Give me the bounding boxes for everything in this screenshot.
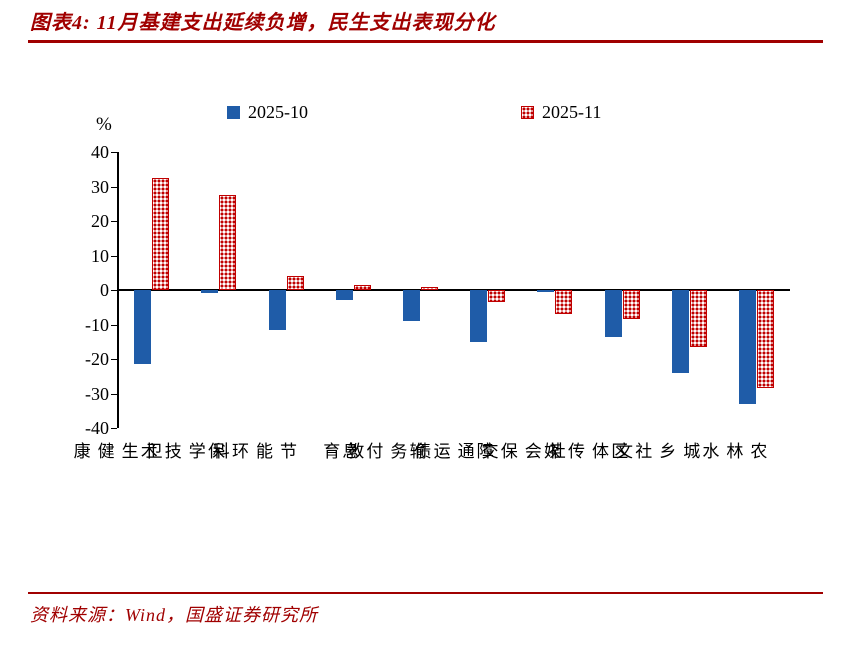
bar-2025-11-债务付息 (420, 286, 438, 290)
x-category-label: 教育 (320, 442, 364, 464)
bar-2025-11-科学技术 (219, 195, 237, 290)
bar-2025-10-教育 (335, 290, 353, 301)
bar-2025-10-债务付息 (402, 290, 420, 322)
y-tick-label: -10 (85, 314, 109, 335)
source-note: 资料来源：Wind，国盛证券研究所 (30, 605, 319, 625)
chart-title: 图表4: 11月基建支出延续负增，民生支出表现分化 (30, 12, 496, 34)
x-category-label: 农林水 (699, 442, 767, 464)
y-tick-label: -30 (85, 383, 109, 404)
y-tick-mark (111, 359, 117, 360)
bar-2025-10-农林水 (738, 290, 756, 404)
x-category-label: 交通运输 (406, 442, 498, 464)
y-tick-mark (111, 290, 117, 291)
footer-rule (28, 592, 823, 594)
bar-2025-11-节能环保 (286, 276, 304, 290)
legend-swatch-red-dotted (521, 106, 534, 119)
y-tick-label: 10 (91, 245, 109, 266)
x-category-label: 科学技术 (137, 442, 229, 464)
y-tick-label: 0 (100, 280, 109, 300)
bar-2025-11-城乡社区 (689, 290, 707, 347)
legend-item-2025-11: 2025-11 (521, 102, 601, 123)
bar-2025-10-卫生健康 (134, 290, 152, 365)
y-tick-label: -20 (85, 349, 109, 369)
zero-axis-line (117, 289, 790, 291)
y-axis-unit-label: % (96, 114, 112, 135)
y-tick-label: 40 (91, 142, 109, 162)
bar-2025-11-交通运输 (488, 290, 506, 303)
legend-label-2025-10: 2025-10 (248, 102, 308, 122)
bar-2025-10-城乡社区 (671, 290, 689, 373)
x-category-label: 社会保障 (473, 442, 565, 464)
y-tick-mark (111, 393, 117, 395)
y-tick-mark (111, 255, 117, 257)
y-tick-mark (111, 186, 117, 188)
x-category-label: 节能环保 (205, 442, 296, 464)
bar-2025-11-卫生健康 (152, 177, 170, 290)
plot-area: 40 30 20 10 0 -10 -20 -30 -40 卫生健康 科学技术 节能环保 教育 债务付息交… (71, 142, 790, 464)
bar-2025-11-农林水 (756, 290, 774, 389)
x-category-label: 债务付息 (339, 442, 431, 464)
y-tick-mark (111, 221, 117, 222)
bar-2025-10-节能环保 (268, 290, 286, 330)
bar-2025-10-科学技术 (201, 290, 219, 294)
x-category-label: 城乡社区 (608, 442, 700, 464)
legend-label-2025-11: 2025-11 (542, 102, 602, 122)
y-tick-label: -40 (85, 418, 109, 438)
y-tick-mark (111, 428, 117, 429)
x-category-label: 卫生健康 (70, 442, 162, 464)
y-tick-mark (111, 324, 117, 326)
y-tick-mark (111, 152, 117, 153)
bar-2025-10-交通运输 (470, 290, 488, 342)
bar-2025-10-社会保障 (537, 290, 555, 292)
bar-2025-11-教育 (353, 284, 371, 290)
legend-swatch-blue (227, 106, 240, 119)
legend-item-2025-10: 2025-10 (227, 102, 308, 123)
title-rule (28, 40, 823, 43)
x-category-label: 文体传媒 (541, 442, 632, 464)
y-tick-label: 20 (91, 211, 109, 231)
bar-2025-10-文体传媒 (604, 290, 622, 337)
y-tick-label: 30 (91, 176, 109, 197)
bar-2025-11-社会保障 (555, 290, 573, 315)
bar-2025-11-文体传媒 (622, 290, 640, 320)
